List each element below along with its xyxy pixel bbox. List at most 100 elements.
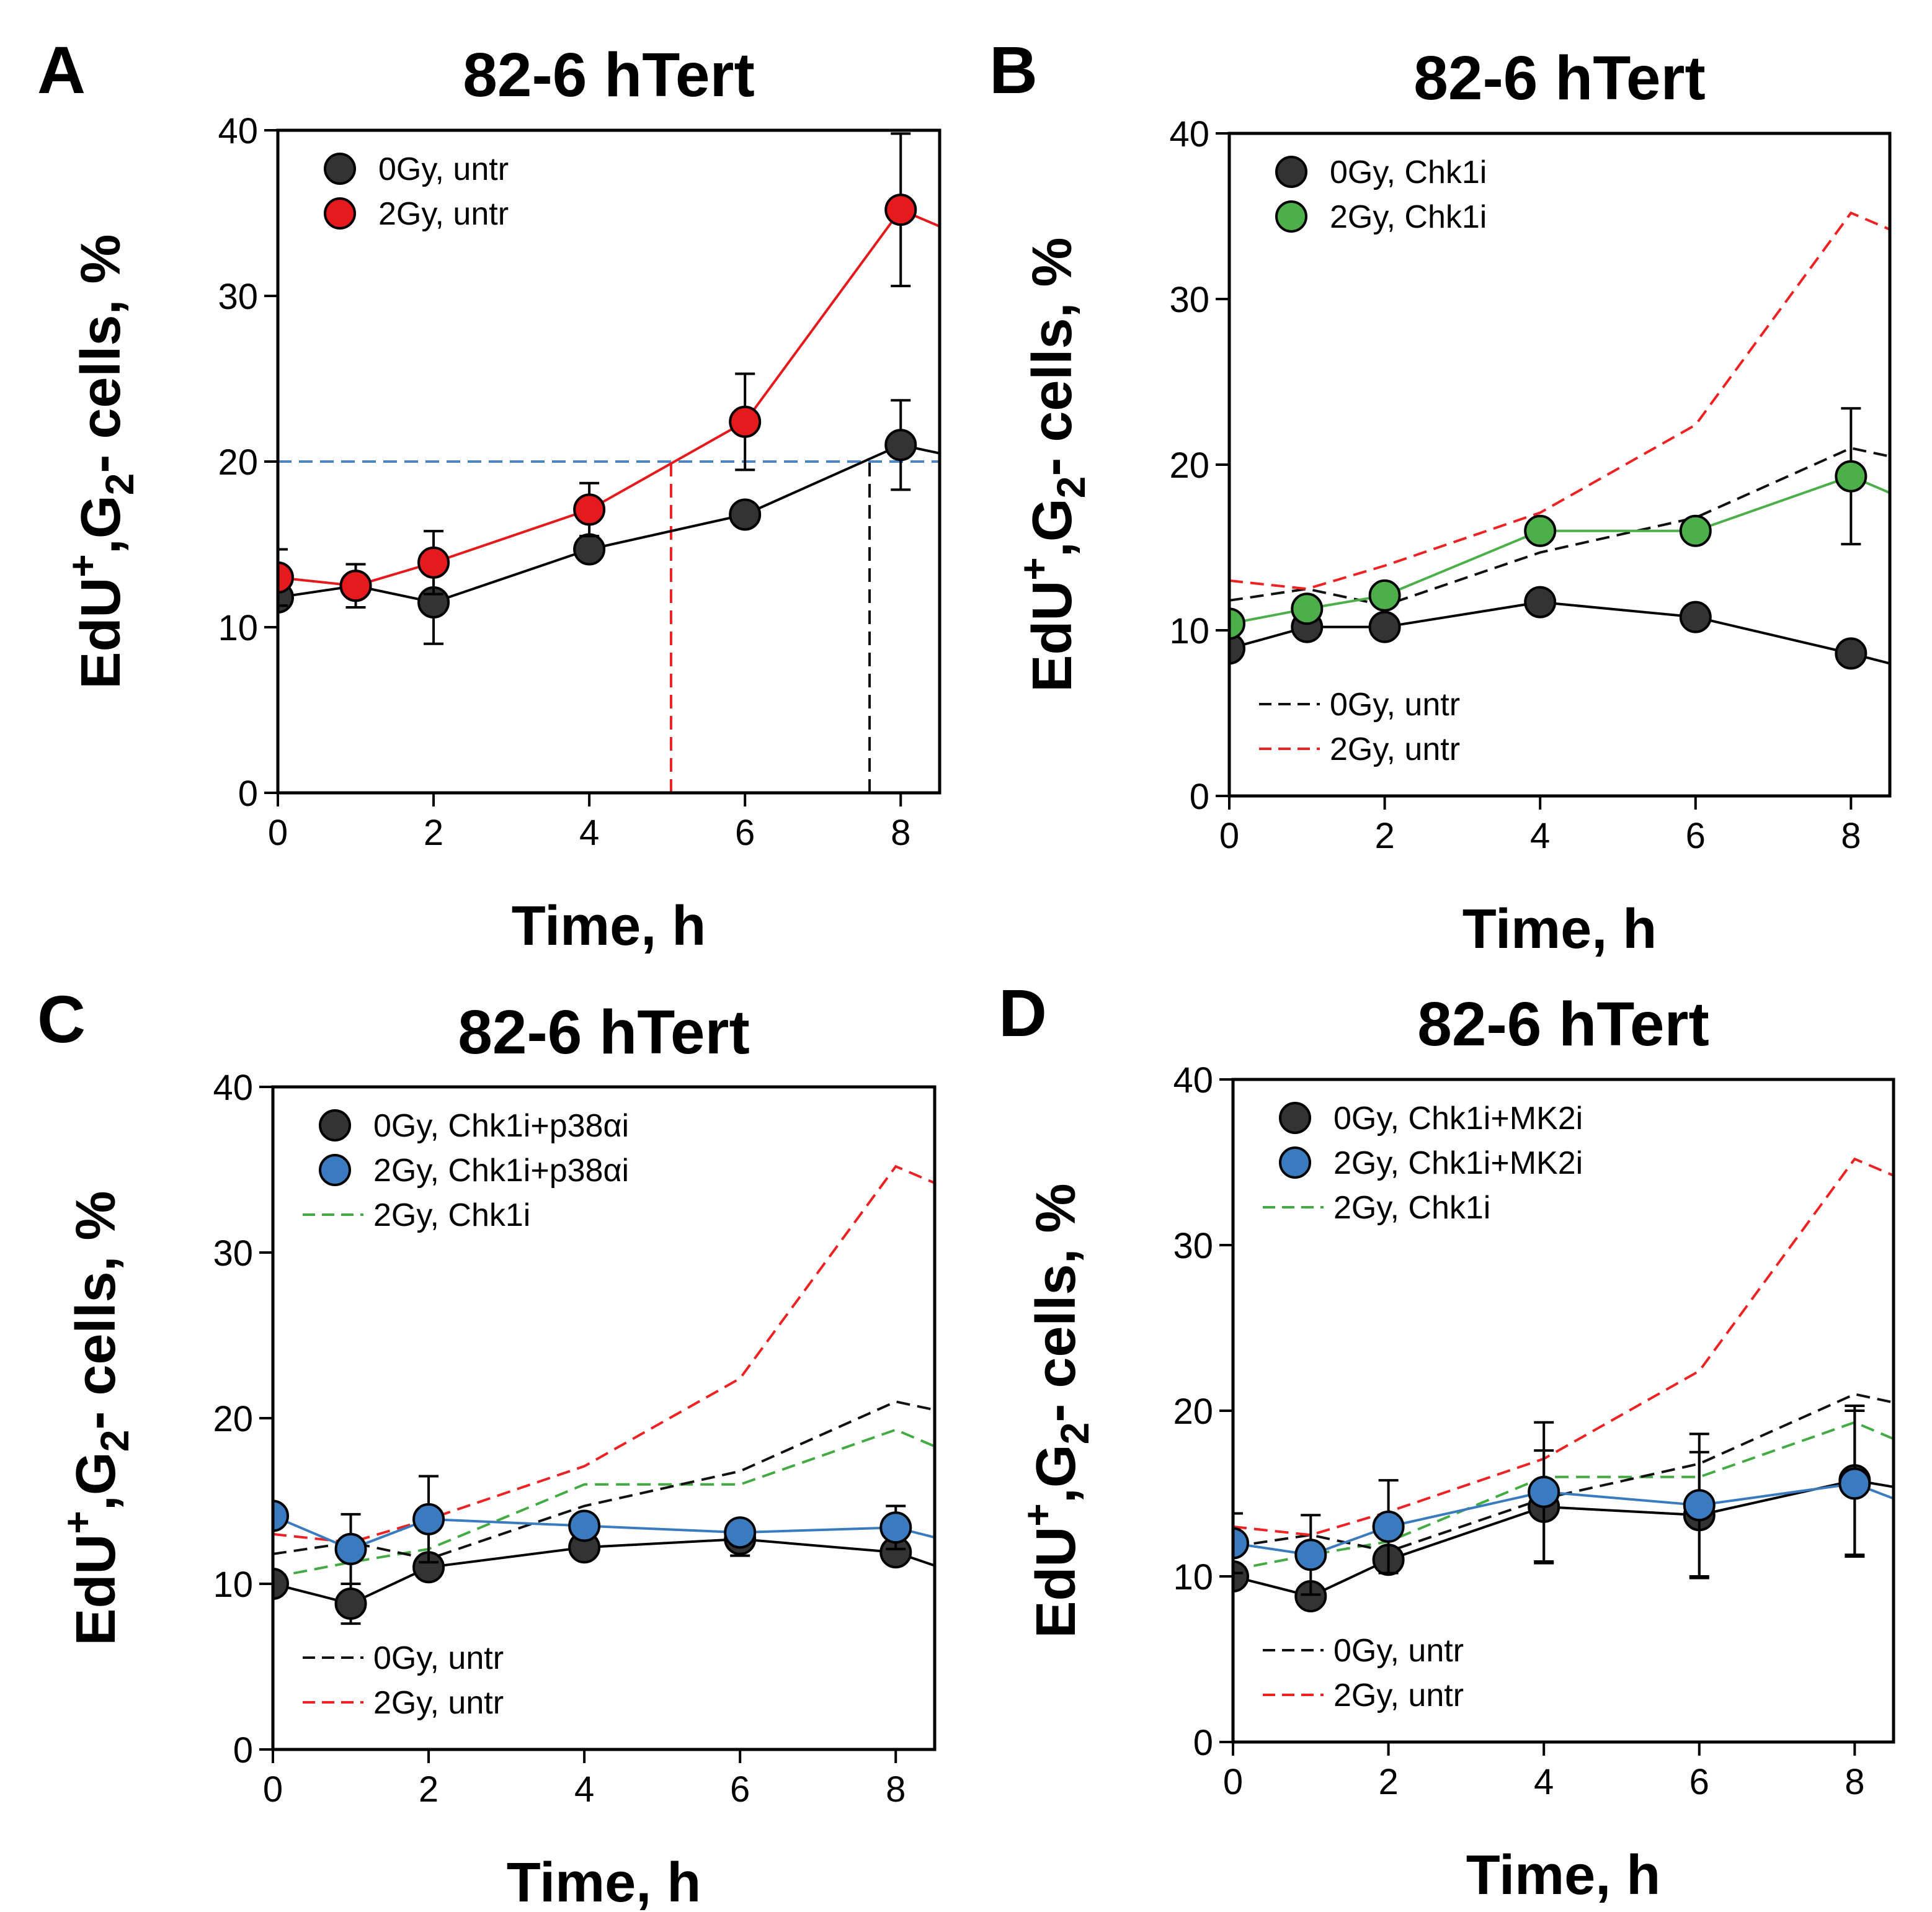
x-tick-label: 6 (1689, 1762, 1709, 1802)
y-axis-title-main: ,G (65, 1452, 127, 1511)
x-tick-label: 4 (579, 813, 599, 853)
x-tick-label: 4 (574, 1769, 594, 1810)
reference-series-line (273, 1428, 935, 1579)
legend-marker (1279, 1102, 1311, 1134)
data-point (412, 1503, 445, 1535)
data-point (334, 1532, 367, 1565)
x-tick-label: 8 (886, 1769, 906, 1810)
legend-marker (319, 1109, 351, 1141)
x-tick-label: 0 (1223, 1762, 1243, 1802)
reference-series-line (1229, 211, 1890, 591)
legend-marker (324, 197, 356, 230)
y-axis-title-superscript: + (1015, 1503, 1060, 1526)
data-point (339, 570, 372, 602)
y-tick-label: 0 (238, 774, 258, 814)
y-axis-title-main: EdU (1022, 581, 1084, 692)
data-point (1835, 460, 1867, 493)
y-tick-label: 40 (213, 1068, 253, 1108)
data-point (884, 429, 917, 462)
data-point (1835, 637, 1867, 670)
data-point (1683, 1489, 1716, 1522)
y-axis-title-main: - cells, % (70, 234, 132, 473)
data-point (724, 1516, 757, 1549)
y-axis-title-main: - cells, % (65, 1191, 127, 1429)
legend-label: 2Gy, untr (378, 196, 509, 232)
y-tick-label: 30 (1169, 280, 1209, 320)
x-tick-label: 6 (730, 1769, 750, 1810)
data-point (278, 561, 294, 594)
data-point (1233, 1560, 1249, 1593)
legend-label: 2Gy, Chk1i+p38αi (373, 1153, 629, 1189)
legend-label: 2Gy, untr (1333, 1677, 1464, 1713)
y-tick-label: 10 (213, 1565, 253, 1605)
x-tick-label: 8 (891, 813, 910, 853)
legend-marker (1279, 1146, 1311, 1179)
data-point (884, 194, 917, 226)
legend-label: 2Gy, Chk1i (1330, 199, 1487, 235)
x-tick-label: 4 (1534, 1762, 1554, 1802)
legend-marker (1275, 200, 1307, 233)
data-point (1679, 514, 1712, 547)
y-axis-title: EdU+,G2- cells, % (1015, 1183, 1097, 1638)
legend-label: 2Gy, Chk1i (373, 1197, 530, 1233)
x-tick-label: 0 (263, 1769, 283, 1810)
data-point (334, 1588, 367, 1620)
panel-letter: B (989, 32, 1038, 107)
data-point (729, 405, 762, 438)
panel-title: 82-6 hTert (1417, 990, 1709, 1059)
x-tick-label: 8 (1845, 1762, 1864, 1802)
x-tick-label: 8 (1841, 816, 1861, 856)
x-axis-title: Time, h (1462, 898, 1657, 960)
legend-label: 0Gy, untr (1333, 1633, 1464, 1669)
panel-title: 82-6 hTert (458, 998, 750, 1067)
data-point (1294, 1539, 1327, 1571)
data-point (1291, 592, 1324, 625)
legend-label: 0Gy, untr (378, 151, 509, 187)
data-point (1524, 514, 1557, 547)
y-tick-label: 20 (1173, 1392, 1213, 1432)
y-axis-title-main: - cells, % (1025, 1183, 1087, 1422)
x-axis-title: Time, h (1466, 1844, 1660, 1906)
y-tick-label: 30 (1173, 1226, 1213, 1266)
data-point (573, 493, 606, 526)
y-axis-title-main: EdU (1025, 1527, 1087, 1638)
legend-label: 2Gy, untr (373, 1685, 504, 1721)
data-point (1679, 601, 1712, 633)
panel-title: 82-6 hTert (1413, 43, 1706, 113)
y-tick-label: 0 (233, 1730, 253, 1771)
legend-label: 2Gy, untr (1330, 731, 1460, 767)
panel-letter: C (37, 981, 86, 1057)
x-axis-title: Time, h (507, 1852, 701, 1912)
x-tick-label: 6 (1686, 816, 1706, 856)
plot-content (1229, 211, 1890, 670)
y-tick-label: 20 (1169, 445, 1209, 486)
y-tick-label: 10 (218, 608, 258, 648)
data-point (1229, 607, 1245, 640)
plot-content (278, 132, 940, 793)
x-tick-label: 2 (1378, 1762, 1398, 1802)
x-tick-label: 2 (419, 1769, 438, 1810)
x-tick-label: 0 (268, 813, 288, 853)
y-axis-title-main: - cells, % (1022, 237, 1084, 476)
x-tick-label: 4 (1530, 816, 1550, 856)
data-point (417, 546, 450, 579)
y-tick-label: 40 (1169, 114, 1209, 154)
legend-label: 0Gy, untr (373, 1640, 504, 1676)
plot-frame (1231, 1078, 1895, 1744)
y-tick-label: 0 (1190, 777, 1209, 817)
data-point (573, 533, 606, 566)
legend-label: 2Gy, Chk1i+MK2i (1333, 1145, 1583, 1181)
reference-series-line (1229, 447, 1890, 607)
y-axis-title: EdU+,G2- cells, % (55, 1191, 137, 1645)
y-axis-title-main: EdU (65, 1534, 127, 1646)
data-point (1368, 579, 1401, 612)
plot-frame (276, 128, 942, 795)
panel-letter: D (999, 975, 1047, 1050)
plot-content (273, 1164, 935, 1625)
y-axis-title-superscript: + (1012, 557, 1056, 580)
